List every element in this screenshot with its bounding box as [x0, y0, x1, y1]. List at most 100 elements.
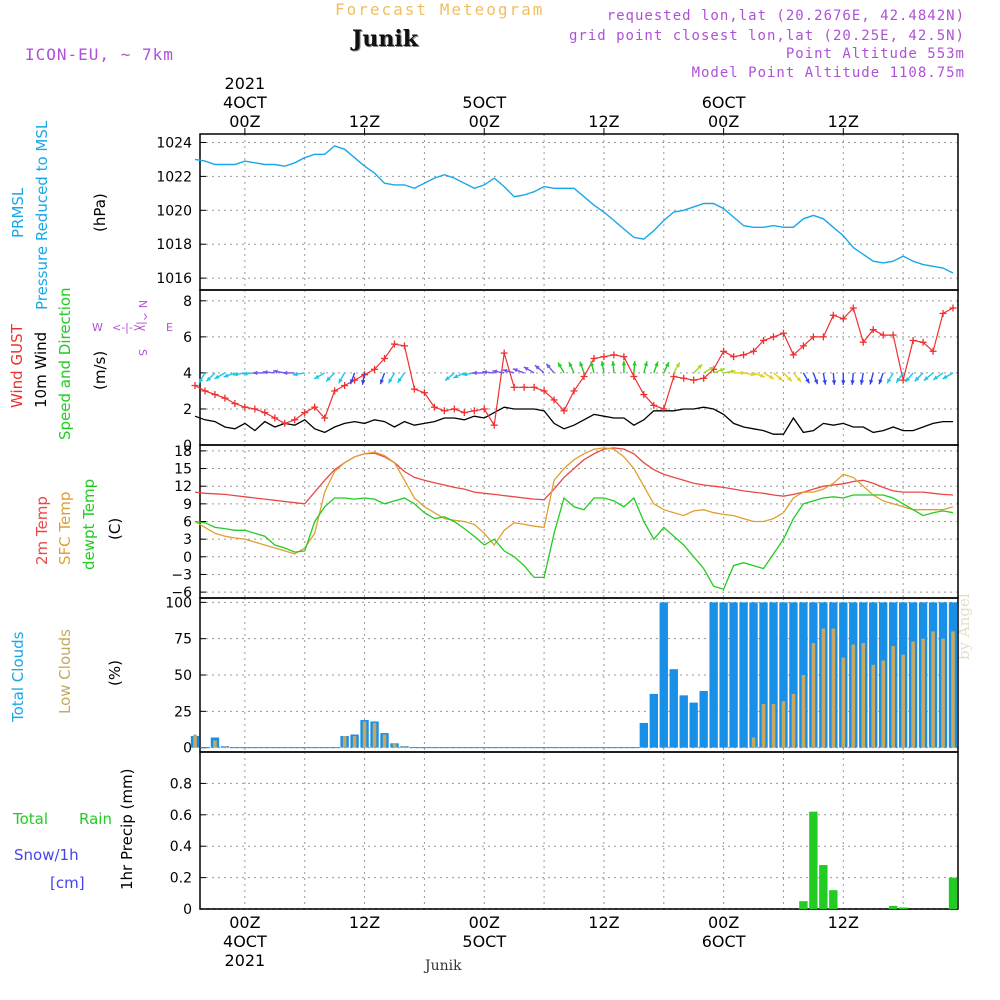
temp-panel-labels: 2m Temp SFC Temp dewpt Temp (C) [33, 479, 124, 570]
total-cloud-bar [769, 602, 778, 748]
wind-arrow-head [206, 376, 212, 382]
pressure-label-b: Pressure Reduced to MSL [33, 120, 51, 310]
compass-v-arrows: ^|v [136, 312, 149, 332]
wind-arrow-head [361, 379, 366, 385]
wind-arrow-head [462, 372, 468, 377]
bottom-time-label: 12Z [588, 913, 619, 932]
wind-arrow-head [349, 379, 355, 385]
wind-direction-arrow [782, 372, 793, 382]
top-time-label: 12Z [349, 112, 380, 131]
low-cloud-bar [841, 657, 846, 748]
gust-marker [949, 304, 957, 312]
wind-arrow-head [697, 364, 703, 370]
wind-direction-arrow [653, 361, 659, 374]
wind-direction-arrow [923, 372, 934, 382]
gust-marker [221, 394, 229, 402]
precip-ytick-label: 0.8 [170, 776, 192, 792]
precip-ytick-label: 0.4 [170, 839, 192, 855]
wind-direction-arrow [693, 363, 703, 374]
wind-arrow-head [445, 376, 450, 381]
total-cloud-bar [649, 693, 658, 748]
temp-line-sfc-temp [194, 447, 954, 555]
wind-arrow-head [242, 371, 248, 376]
gust-marker [420, 389, 428, 397]
wind-direction-arrow [792, 372, 802, 383]
wind-direction-arrow [673, 362, 681, 374]
wind-direction-arrow [600, 360, 605, 374]
gust-marker [919, 338, 927, 346]
gust-marker [271, 414, 279, 422]
requested-location: requested lon,lat (20.2676E, 42.4842N) [606, 8, 965, 24]
gust-marker [251, 405, 259, 413]
wind-direction-arrow [904, 372, 914, 383]
gust-marker [899, 376, 907, 384]
compass-s: S [136, 349, 149, 356]
wind-arrow-head [841, 380, 846, 385]
temperature-ytick-label: 6 [183, 515, 192, 531]
temperature-ytick-label: 0 [183, 550, 192, 566]
precip-label-cm: [cm] [50, 874, 85, 892]
wind-arrow-head [709, 366, 715, 372]
wind-direction-arrow [850, 372, 855, 385]
temperature-ytick-label: 3 [183, 532, 192, 548]
wind-arrow-head [777, 376, 783, 381]
gust-marker [241, 403, 249, 411]
total-cloud-bar [709, 602, 718, 748]
temp-line-dewpt-temp [194, 494, 954, 590]
gust-marker [849, 304, 857, 312]
compass-e: E [166, 321, 173, 334]
temperature-ytick-label: 18 [174, 444, 192, 460]
gust-marker [859, 338, 867, 346]
station-name: Junik [352, 26, 418, 52]
wind-direction-arrow [841, 372, 846, 385]
bottom-time-label: 00Z [708, 913, 739, 932]
pressure-ytick-label: 1022 [156, 169, 192, 185]
wind-compass: W <-|-> E N ^|v S [92, 300, 173, 356]
wind-arrow-head [214, 374, 220, 379]
bottom-time-label: 2021 [225, 951, 266, 970]
precip-panel-labels: Total Rain Snow/1h [cm] 1hr Precip (mm) [12, 769, 136, 892]
clouds-panel: 0 25 50 75 100 [165, 595, 959, 757]
total-cloud-bar [789, 602, 798, 748]
wind-arrow-head [262, 370, 268, 375]
wind-direction-arrow [223, 372, 236, 378]
gust-marker [490, 421, 498, 429]
wind-arrow-head [621, 360, 627, 366]
gust-marker [211, 391, 219, 399]
gust-marker [231, 400, 239, 408]
gust-marker [301, 409, 309, 417]
clouds-ytick-label: 100 [165, 595, 192, 611]
wind-panel: 0 2 4 6 8 [183, 289, 959, 454]
wind-arrow-head [223, 373, 229, 378]
wind-ytick-label: 6 [183, 330, 192, 346]
total-cloud-bar [749, 602, 758, 748]
wind-direction-arrow [502, 368, 515, 374]
temp-unit: (C) [106, 518, 124, 540]
low-cloud-bar [791, 693, 796, 748]
wind-arrow-head [923, 376, 929, 381]
total-cloud-bar [719, 602, 728, 748]
gust-marker [510, 383, 518, 391]
gust-marker [580, 373, 588, 381]
rain-bar [809, 811, 818, 909]
wind-arrow-head [338, 378, 343, 384]
low-cloud-bar [392, 743, 397, 748]
wind-direction-arrow [262, 370, 275, 375]
wind-arrow-head [822, 379, 827, 385]
wind-direction-arrow [802, 372, 811, 384]
precip-frame [199, 751, 959, 910]
wind-direction-arrow [914, 372, 924, 382]
gust-marker [281, 419, 289, 427]
wind-arrow-head [546, 363, 551, 369]
wind-direction-arrow [492, 369, 505, 374]
pressure-ytick-label: 1024 [156, 135, 192, 151]
low-cloud-bar [372, 722, 377, 748]
precip-label-snow: Snow/1h [14, 846, 79, 864]
top-time-label: 00Z [708, 112, 739, 131]
low-cloud-bar [761, 704, 766, 748]
gust-marker [789, 351, 797, 359]
gust-marker [371, 365, 379, 373]
wind-arrow-head [388, 378, 393, 384]
gust-marker [450, 405, 458, 413]
